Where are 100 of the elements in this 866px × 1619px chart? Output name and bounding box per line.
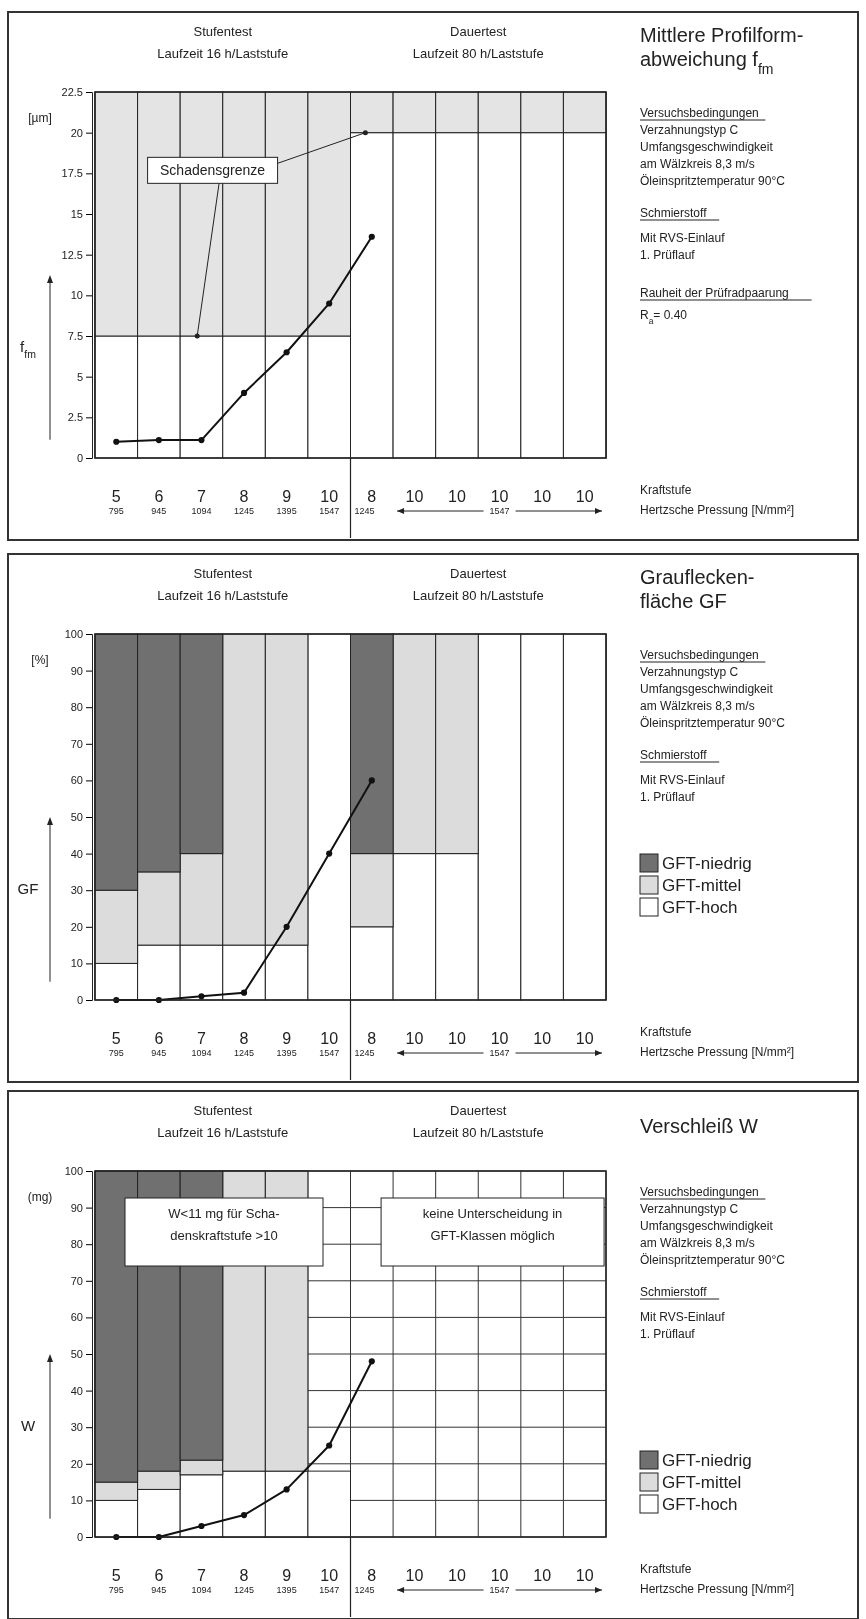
- text: Umfangsgeschwindigkeit: [640, 140, 774, 154]
- y-tick-label: 90: [70, 1201, 83, 1214]
- text: 1245: [234, 1048, 255, 1058]
- y-tick-label: 0: [76, 452, 83, 465]
- x-axis-title: Kraftstufe: [640, 483, 692, 497]
- text: 1547: [489, 506, 510, 516]
- x-tick-label: 7: [197, 1567, 207, 1585]
- y-tick-label: 10: [70, 289, 83, 302]
- x-tick-label: 6: [154, 1567, 164, 1585]
- text: [%]: [31, 653, 49, 667]
- legend-label: GFT-hoch: [662, 1495, 738, 1514]
- x-tick-label: 10: [575, 1567, 594, 1585]
- x-tick-label: 10: [490, 1567, 509, 1585]
- x-tick-label: 8: [239, 1030, 249, 1048]
- y-tick-label: 50: [70, 1348, 83, 1361]
- y-tick-label: 0: [76, 1531, 83, 1544]
- x-tick-label: 6: [154, 488, 164, 506]
- x-tick-label: 10: [320, 488, 339, 506]
- y-tick-label: 60: [70, 1311, 83, 1324]
- x-tick-label: 5: [111, 1030, 121, 1048]
- y-axis-title: f$_{fm}$: [20, 338, 37, 361]
- text: Laufzeit 80 h/Laststufe: [412, 1125, 544, 1140]
- x-tick-label: 9: [282, 1567, 292, 1585]
- x-tick-label: 10: [533, 1567, 552, 1585]
- text: (mg): [27, 1190, 53, 1204]
- text: 1245: [234, 1585, 255, 1595]
- y-tick-label: 70: [70, 737, 83, 750]
- y-tick-label: 10: [70, 1494, 83, 1507]
- text: Laufzeit 80 h/Laststufe: [412, 46, 544, 61]
- y-tick-label: 12.5: [61, 248, 83, 261]
- text: 795: [108, 1585, 124, 1595]
- text: Rauheit der Prüfradpaarung: [640, 286, 789, 300]
- text: Stufentest: [193, 1103, 253, 1118]
- text: 945: [151, 506, 167, 516]
- text: am Wälzkreis 8,3 m/s: [640, 1236, 755, 1250]
- x-tick-label: 10: [448, 1567, 466, 1585]
- text: 945: [151, 1048, 167, 1058]
- y-tick-label: 80: [70, 701, 83, 714]
- y-tick-label: 20: [70, 126, 83, 139]
- text: Dauertest: [450, 566, 507, 581]
- y-tick-label: 70: [70, 1274, 83, 1287]
- text: Laufzeit 16 h/Laststufe: [157, 1125, 289, 1140]
- text: Schmierstoff: [640, 748, 708, 762]
- text: 1245: [234, 506, 255, 516]
- text: Dauertest: [450, 1103, 507, 1118]
- x-tick-label: 7: [197, 1030, 207, 1048]
- y-axis-title: GF: [17, 880, 39, 898]
- x-axis-title: Kraftstufe: [640, 1562, 692, 1576]
- x-tick-label: 9: [282, 1030, 292, 1048]
- text: Verschleiß W: [640, 1115, 758, 1137]
- text: Schmierstoff: [640, 206, 708, 220]
- y-tick-label: 80: [70, 1238, 83, 1251]
- x-tick-label: 8: [367, 1567, 377, 1585]
- text: Laufzeit 16 h/Laststufe: [157, 46, 289, 61]
- y-tick-label: 10: [70, 957, 83, 970]
- x-tick-label: 5: [111, 1567, 121, 1585]
- text: Umfangsgeschwindigkeit: [640, 682, 774, 696]
- text: 1547: [489, 1048, 510, 1058]
- x-tick-label: 10: [405, 1030, 424, 1048]
- text: Öleinspritztemperatur 90°C: [640, 174, 786, 188]
- y-tick-label: 20: [70, 1457, 83, 1470]
- text: Stufentest: [193, 24, 253, 39]
- text: Hertzsche Pressung [N/mm²]: [640, 1582, 795, 1596]
- y-tick-label: 20: [70, 920, 83, 933]
- text: 1395: [276, 506, 297, 516]
- text: 1245: [354, 1048, 375, 1058]
- text: 1547: [319, 1048, 340, 1058]
- text: R$_{a}$= 0.40: [640, 308, 688, 326]
- y-tick-label: 15: [70, 208, 83, 221]
- text: Versuchsbedingungen: [640, 1185, 759, 1199]
- text: Öleinspritztemperatur 90°C: [640, 1253, 786, 1267]
- text: Laufzeit 80 h/Laststufe: [412, 588, 544, 603]
- y-tick-label: 2.5: [67, 411, 83, 424]
- text: [µm]: [28, 111, 52, 125]
- x-tick-label: 5: [111, 488, 121, 506]
- annotation: Schadensgrenze: [160, 162, 266, 179]
- legend-label: GFT-mittel: [662, 1473, 742, 1492]
- text: 1094: [191, 1585, 212, 1595]
- x-tick-label: 10: [575, 488, 594, 506]
- y-tick-label: 22.5: [61, 86, 83, 99]
- text: 795: [108, 1048, 124, 1058]
- y-tick-label: 100: [64, 1165, 83, 1178]
- text: Schmierstoff: [640, 1285, 708, 1299]
- text: am Wälzkreis 8,3 m/s: [640, 699, 755, 713]
- y-tick-label: 5: [76, 370, 83, 383]
- y-axis-title: W: [20, 1417, 36, 1435]
- x-tick-label: 10: [320, 1567, 339, 1585]
- text: 795: [108, 506, 124, 516]
- text: Mit RVS-Einlauf: [640, 1310, 726, 1324]
- y-tick-label: 17.5: [61, 167, 83, 180]
- x-tick-label: 10: [448, 488, 466, 506]
- text: am Wälzkreis 8,3 m/s: [640, 157, 755, 171]
- y-tick-label: 0: [76, 994, 83, 1007]
- y-tick-label: 7.5: [67, 330, 83, 343]
- x-tick-label: 10: [490, 488, 509, 506]
- annotation: keine Unterscheidung in GFT-Klassen möglich: [422, 1206, 563, 1243]
- text: Mit RVS-Einlauf: [640, 773, 726, 787]
- legend-label: GFT-mittel: [662, 876, 742, 895]
- x-tick-label: 6: [154, 1030, 164, 1048]
- text: 1245: [354, 506, 375, 516]
